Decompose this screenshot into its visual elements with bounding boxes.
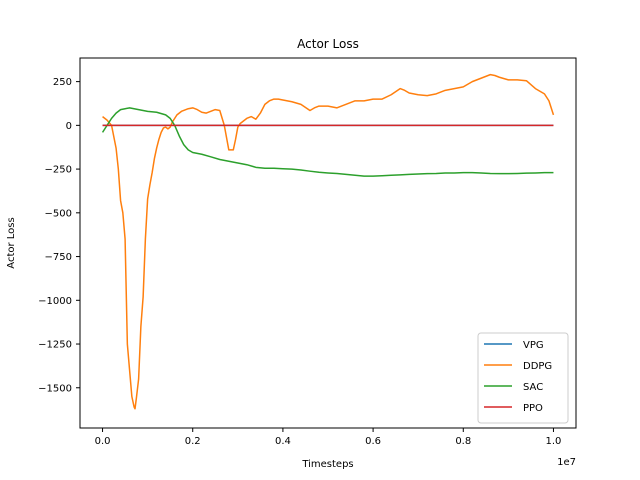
x-tick-label: 0.4 xyxy=(275,436,291,447)
series-line-sac xyxy=(101,107,554,177)
legend: VPG DDPG SAC PPO xyxy=(477,332,569,424)
legend-label-vpg: VPG xyxy=(523,340,544,351)
x-axis-label: Timesteps xyxy=(301,459,353,470)
x-tick-label: 0.2 xyxy=(185,436,201,447)
series-line-ddpg xyxy=(102,73,555,410)
x-tick-label: 0.6 xyxy=(365,436,381,447)
y-tick-label: −1500 xyxy=(38,383,72,394)
y-tick-label: −500 xyxy=(45,208,72,219)
legend-label-sac: SAC xyxy=(523,382,543,393)
y-tick-label: 250 xyxy=(53,77,72,88)
plot-frame xyxy=(79,57,577,429)
x-tick-label: 1.0 xyxy=(546,436,562,447)
y-tick-label: −750 xyxy=(45,252,72,263)
x-tick-label: 0.8 xyxy=(455,436,471,447)
chart-title: Actor Loss xyxy=(297,37,359,51)
legend-box xyxy=(477,332,569,424)
series-layer xyxy=(101,73,555,410)
y-axis: 250 0 −250 −500 −750 −1000 −1250 −1500 xyxy=(38,77,80,394)
y-tick-label: −250 xyxy=(45,165,72,176)
y-axis-label: Actor Loss xyxy=(6,217,17,268)
x-axis: 0.0 0.2 0.4 0.6 0.8 1.0 xyxy=(95,428,562,447)
y-tick-label: 0 xyxy=(66,121,72,132)
y-tick-label: −1000 xyxy=(38,296,72,307)
legend-label-ddpg: DDPG xyxy=(523,361,552,372)
x-axis-offset-label: 1e7 xyxy=(557,457,576,468)
y-tick-label: −1250 xyxy=(38,340,72,351)
legend-label-ppo: PPO xyxy=(523,403,543,414)
x-tick-label: 0.0 xyxy=(95,436,111,447)
